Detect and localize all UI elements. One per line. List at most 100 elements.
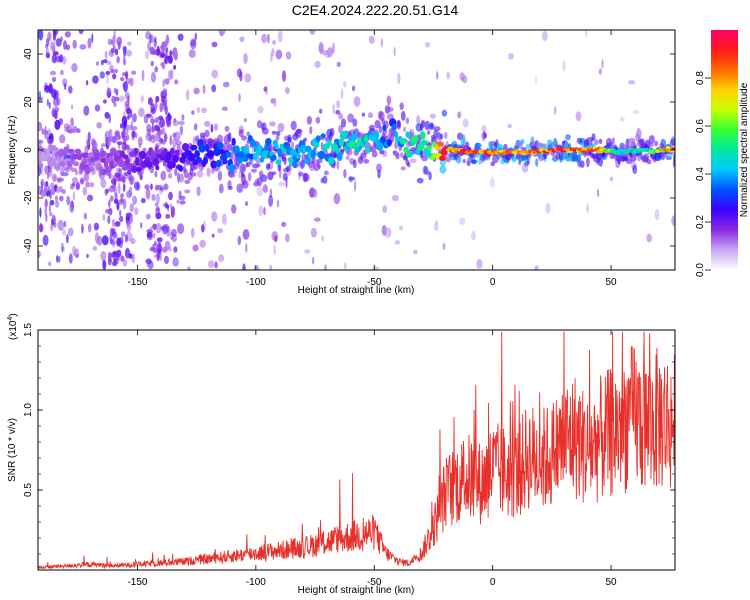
ridge-core	[405, 131, 410, 138]
streak-speck	[108, 251, 112, 263]
ridge-halo	[149, 115, 154, 121]
ridge-halo	[303, 137, 307, 142]
ridge-halo	[216, 134, 224, 145]
noise-speck	[131, 70, 137, 75]
ridge-core	[205, 143, 210, 153]
streak-speck	[162, 202, 168, 207]
noise-speck	[134, 207, 139, 216]
streak-speck	[111, 95, 116, 104]
ridge-halo	[172, 119, 179, 127]
noise-speck	[239, 71, 243, 82]
ridge-halo	[184, 189, 191, 194]
noise-speck	[164, 78, 170, 85]
noise-speck	[68, 253, 73, 264]
ridge-halo	[313, 162, 320, 172]
ridge-halo	[340, 118, 347, 128]
ridge-core	[292, 160, 298, 169]
noise-speck	[94, 232, 100, 244]
ridge-halo	[637, 156, 641, 162]
streak-speck	[108, 170, 111, 180]
noise-speck	[38, 250, 41, 258]
streak-speck	[154, 100, 158, 111]
ridge-halo	[120, 197, 124, 203]
noise-speck	[115, 96, 120, 102]
noise-speck	[244, 201, 249, 206]
noise-speck	[192, 244, 199, 252]
noise-speck	[457, 111, 462, 119]
streak-speck	[111, 238, 116, 248]
ridge-core	[261, 149, 269, 159]
noise-speck	[380, 38, 383, 48]
ridge-halo	[660, 138, 667, 149]
streak-speck	[52, 222, 57, 228]
ridge-halo	[526, 157, 530, 165]
ridge-core	[364, 134, 369, 144]
streak-speck	[169, 50, 173, 56]
noise-speck	[140, 95, 144, 103]
streak-speck	[102, 99, 107, 104]
spectrogram-x-tick-label: -50	[367, 277, 382, 288]
snr-scale-prefix: (x10	[8, 320, 19, 340]
ridge-halo	[654, 140, 659, 147]
noise-speck	[114, 48, 119, 56]
noise-speck	[310, 227, 317, 238]
noise-speck	[145, 187, 151, 200]
noise-speck	[213, 123, 219, 131]
streak-speck	[171, 229, 177, 237]
noise-speck	[471, 231, 476, 241]
streak-speck	[44, 206, 48, 217]
noise-speck	[336, 61, 341, 67]
noise-speck	[270, 98, 275, 104]
noise-speck	[281, 221, 287, 227]
noise-speck	[104, 50, 108, 59]
ridge-halo	[194, 123, 198, 131]
streak-speck	[115, 253, 119, 265]
noise-speck	[368, 35, 375, 44]
ridge-core	[63, 146, 70, 154]
snr-scale-label: (x104)	[7, 313, 19, 340]
ridge-core	[217, 141, 224, 150]
noise-speck	[237, 235, 242, 246]
streak-speck	[149, 46, 155, 56]
ridge-halo	[48, 138, 54, 145]
ridge-core	[213, 147, 221, 157]
noise-speck	[257, 105, 264, 114]
noise-speck	[39, 208, 42, 217]
streak-speck	[110, 47, 115, 54]
spectrogram-x-tick-label: -150	[127, 277, 147, 288]
noise-speck	[196, 106, 201, 114]
noise-speck	[67, 227, 74, 237]
noise-speck	[214, 261, 218, 269]
ridge-core	[277, 148, 283, 158]
streak-speck	[170, 203, 173, 210]
streak-speck	[112, 231, 118, 239]
streak-speck	[50, 41, 56, 51]
noise-speck	[38, 30, 44, 41]
ridge-core	[155, 165, 160, 171]
noise-speck	[632, 109, 640, 115]
ridge-halo	[276, 133, 280, 141]
noise-speck	[74, 248, 80, 258]
ridge-core	[419, 131, 426, 140]
ridge-core	[391, 123, 397, 131]
ridge-core	[210, 160, 218, 169]
noise-speck	[86, 253, 89, 259]
ridge-halo	[591, 143, 596, 148]
ridge-halo	[271, 171, 277, 176]
ridge-core	[79, 162, 86, 171]
ridge-core	[202, 156, 208, 165]
streak-speck	[125, 71, 129, 80]
ridge-halo	[203, 138, 208, 143]
ridge-core	[222, 158, 228, 165]
ridge-halo	[376, 163, 382, 173]
ridge-core	[259, 157, 264, 163]
ridge-halo	[217, 170, 223, 181]
ridge-halo	[665, 155, 672, 161]
streak-speck	[170, 69, 174, 80]
ridge-halo	[287, 137, 292, 143]
ridge-halo	[125, 134, 130, 141]
streak-speck	[110, 252, 117, 258]
noise-speck	[51, 53, 57, 64]
noise-speck	[553, 106, 557, 115]
noise-speck	[172, 257, 179, 267]
